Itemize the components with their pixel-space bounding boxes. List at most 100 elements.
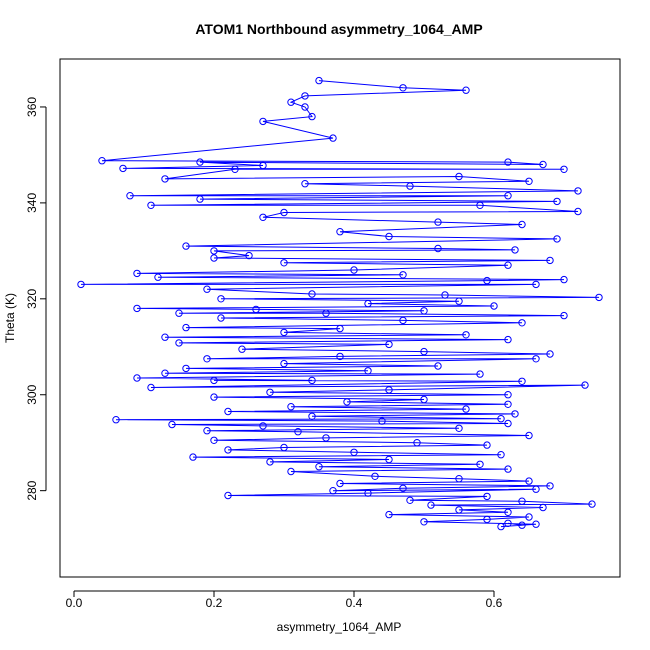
x-tick-label: 0.2	[206, 596, 223, 610]
y-tick-label: 340	[25, 193, 39, 213]
y-tick-label: 300	[25, 384, 39, 404]
data-point	[308, 412, 316, 420]
data-point	[504, 391, 512, 399]
data-point	[133, 304, 141, 313]
data-point	[343, 398, 351, 406]
data-point	[161, 333, 169, 341]
data-point	[336, 479, 344, 488]
x-axis-label: asymmetry_1064_AMP	[277, 620, 402, 634]
data-point	[147, 383, 155, 392]
y-axis-label: Theta (K)	[3, 293, 17, 343]
data-point	[399, 316, 407, 325]
data-point	[161, 369, 169, 377]
data-point	[546, 350, 554, 358]
data-point	[245, 251, 253, 260]
data-point	[504, 158, 512, 166]
data-point	[490, 302, 498, 310]
data-point	[553, 235, 561, 243]
data-point	[504, 335, 512, 344]
data-point	[399, 484, 407, 492]
data-point	[196, 195, 204, 203]
data-point	[266, 388, 274, 396]
data-point	[518, 497, 526, 505]
data-point	[77, 280, 85, 289]
data-point	[98, 157, 106, 165]
data-point	[280, 359, 288, 368]
data-point	[301, 180, 309, 188]
data-point	[364, 489, 372, 497]
data-point	[504, 508, 512, 516]
data-point	[406, 496, 414, 504]
data-point	[532, 485, 540, 493]
data-point	[476, 201, 484, 210]
data-point	[518, 220, 526, 229]
data-point	[336, 324, 344, 333]
data-point	[385, 455, 393, 464]
data-point	[182, 242, 190, 250]
data-point	[406, 182, 414, 190]
data-point	[259, 117, 267, 126]
x-tick-label: 0.6	[486, 596, 503, 610]
data-point	[504, 419, 512, 428]
data-point	[399, 271, 407, 279]
data-point	[308, 290, 316, 298]
data-point	[518, 377, 526, 385]
data-point	[539, 160, 547, 169]
data-point	[546, 256, 554, 265]
data-point	[259, 422, 267, 430]
data-point	[315, 76, 323, 85]
data-point	[147, 201, 155, 210]
data-point	[133, 269, 141, 278]
data-point	[560, 165, 568, 174]
data-point	[462, 86, 470, 94]
data-point	[280, 443, 288, 452]
data-point	[329, 487, 337, 495]
data-point	[476, 370, 484, 378]
data-point	[504, 465, 512, 473]
data-point	[497, 451, 505, 459]
data-point	[504, 192, 512, 200]
data-point	[455, 424, 463, 432]
data-point	[161, 175, 169, 183]
data-point	[511, 246, 519, 254]
data-point	[413, 439, 421, 447]
data-point	[497, 415, 505, 423]
x-tick-label: 0.0	[66, 596, 83, 610]
x-axis: 0.0 0.2 0.4 0.6	[66, 590, 503, 610]
data-point	[210, 376, 218, 385]
data-point	[539, 503, 547, 512]
data-point	[350, 266, 358, 274]
data-point	[252, 305, 260, 314]
data-point	[504, 400, 512, 408]
data-point	[350, 448, 358, 456]
data-point	[280, 328, 288, 337]
data-point	[455, 297, 463, 305]
data-point	[371, 472, 379, 480]
data-point	[511, 410, 519, 418]
data-point	[525, 477, 533, 485]
data-point	[112, 416, 120, 424]
data-point	[574, 187, 582, 195]
series-line	[80, 80, 600, 528]
data-point	[420, 518, 428, 526]
data-point	[434, 362, 442, 370]
data-point	[322, 434, 330, 442]
data-point	[168, 420, 176, 429]
data-point	[154, 273, 162, 281]
data-point	[301, 92, 309, 100]
data-point	[504, 261, 512, 269]
data-point	[427, 501, 435, 509]
data-point	[553, 197, 561, 206]
data-point	[210, 254, 218, 262]
data-point	[308, 376, 316, 385]
data-point	[483, 441, 491, 449]
data-point	[189, 453, 197, 461]
y-tick-label: 280	[25, 480, 39, 500]
data-point	[364, 367, 372, 375]
data-point	[420, 307, 428, 315]
data-point	[294, 428, 302, 436]
data-point	[322, 309, 330, 317]
data-point	[231, 165, 239, 174]
data-point	[203, 355, 211, 363]
